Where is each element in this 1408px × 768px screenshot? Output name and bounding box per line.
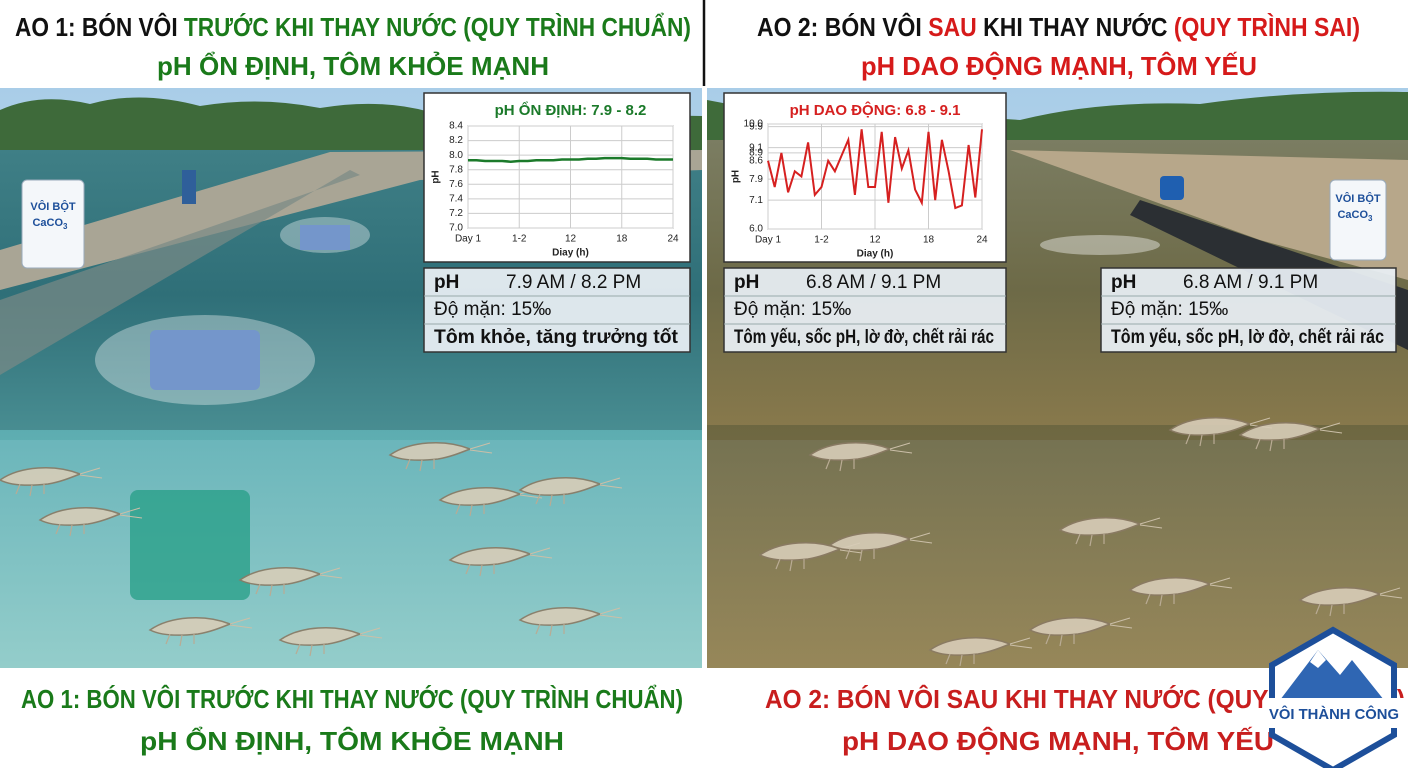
y-tick-label: 7.2	[449, 208, 463, 219]
header-left-line1: AO 1: BÓN VÔI TRƯỚC KHI THAY NƯỚC (QUY T…	[15, 12, 691, 42]
splash	[95, 315, 315, 405]
logo-banner	[1264, 698, 1404, 728]
header-right-line2: pH DAO ĐỘNG MẠNH, TÔM YẾU	[861, 51, 1257, 81]
bag	[21, 179, 85, 269]
y-axis-label: pH	[731, 170, 742, 183]
bag-subscript: 3	[1368, 214, 1373, 223]
info-box-bg	[423, 267, 691, 353]
x-tick-label: 1-2	[512, 234, 527, 245]
chart-frame	[723, 92, 1007, 263]
chart-title: pH DAO ĐỘNG: 6.8 - 9.1	[790, 101, 961, 119]
ph-value: 7.9 AM / 8.2 PM	[506, 272, 641, 293]
header-text: TRƯỚC KHI THAY NƯỚC (QUY TRÌNH CHUẨN)	[184, 12, 691, 42]
y-tick-label: 7.1	[749, 195, 763, 206]
ph-value: 6.8 AM / 9.1 PM	[806, 272, 941, 293]
info-box-bg	[723, 267, 1007, 353]
logo-text: VÔI THÀNH CÔNG	[1269, 705, 1399, 723]
y-tick-label: 7.6	[449, 179, 463, 190]
header-left-line2: pH ỔN ĐỊNH, TÔM KHỎE MẠNH	[157, 50, 549, 81]
x-tick-label: 18	[923, 235, 935, 246]
bag	[1329, 179, 1387, 261]
y-tick-label: 7.0	[449, 223, 463, 234]
bag-subscript: 3	[63, 222, 68, 231]
bag-left: VÔI BỘT CaCO3	[21, 179, 85, 269]
salinity: Độ mặn: 15‰	[1111, 299, 1228, 320]
y-tick-label: 10.0	[744, 119, 764, 130]
header-right-line1: AO 2: BÓN VÔI SAU KHI THAY NƯỚC (QUY TRÌ…	[757, 12, 1360, 42]
status: Tôm khỏe, tăng trưởng tốt	[434, 327, 679, 348]
y-tick-label: 8.6	[749, 155, 763, 166]
y-tick-label: 7.9	[749, 174, 763, 185]
chart-title: pH ỔN ĐỊNH: 7.9 - 8.2	[495, 101, 647, 119]
bag-formula: CaCO3	[32, 217, 68, 231]
logo-mountain	[1280, 650, 1388, 705]
chart: pH ỔN ĐỊNH: 7.9 - 8.2 7.0 7.2 7.4 7.6 7.8 8.0 8…	[423, 92, 691, 263]
aerator	[300, 225, 350, 250]
x-tick-label: Day 1	[455, 234, 482, 245]
y-tick-label: 6.0	[749, 224, 763, 235]
ph-label: pH	[434, 272, 459, 293]
x-tick-label: 18	[616, 234, 628, 245]
x-tick-label: 12	[565, 234, 577, 245]
status: Tôm yếu, sốc pH, lờ đờ, chết rải rác	[1111, 327, 1384, 348]
x-tick-label: 1-2	[814, 235, 829, 246]
y-tick-label: 8.4	[449, 121, 463, 132]
barrel	[1160, 176, 1184, 200]
y-tick-label: 9.1	[749, 142, 763, 153]
footer-right-line2: pH DAO ĐỘNG MẠNH, TÔM YẾU	[842, 726, 1274, 756]
salinity: Độ mặn: 15‰	[434, 299, 551, 320]
bag-formula-text: CaCO	[1337, 209, 1368, 221]
x-tick-label: 24	[976, 235, 988, 246]
chart: pH DAO ĐỘNG: 6.8 - 9.1 10.0 9.1 9.9 8.98.6 7.…	[723, 92, 1007, 263]
bag-label: VÔI BỘT	[30, 200, 76, 213]
x-axis-label: Diay (h)	[857, 249, 894, 260]
splash	[280, 217, 370, 253]
y-tick-label: 9.9	[749, 121, 763, 132]
x-tick-label: 12	[869, 235, 881, 246]
info-box: pH 6.8 AM / 9.1 PM Độ mặn: 15‰ Tôm yếu, sốc…	[723, 267, 1007, 353]
info-box: pH 6.8 AM / 9.1 PM Độ mặn: 15‰ Tôm yếu, sốc…	[1100, 267, 1397, 353]
worker	[182, 170, 196, 204]
y-tick-label: 8.2	[449, 135, 463, 146]
bag-label: VÔI BỘT	[1335, 192, 1381, 205]
bag-formula-text: CaCO	[32, 217, 63, 229]
y-tick-label: 7.4	[449, 193, 463, 204]
footer-bg	[0, 668, 1408, 768]
data-line	[468, 156, 673, 163]
bag-formula: CaCO3	[1337, 209, 1373, 223]
header-text: AO 1: BÓN VÔI	[15, 12, 184, 42]
y-tick-label: 8.9	[749, 148, 763, 159]
y-axis-label: pH	[431, 170, 442, 183]
info-box: pH 7.9 AM / 8.2 PM Độ mặn: 15‰ Tôm khỏe, tă…	[423, 267, 691, 353]
header-text: KHI THAY NƯỚC	[977, 12, 1174, 42]
logo: VÔI THÀNH CÔNG	[1264, 626, 1404, 768]
ph-value: 6.8 AM / 9.1 PM	[1183, 272, 1318, 293]
underwater-aerator	[130, 490, 250, 600]
ph-label: pH	[1111, 272, 1136, 293]
aerator	[150, 330, 260, 390]
x-axis-label: Diay (h)	[552, 248, 589, 259]
header-text: AO 2: BÓN VÔI	[757, 12, 928, 42]
header-text: SAU	[928, 12, 977, 42]
data-line	[767, 129, 983, 210]
status: Tôm yếu, sốc pH, lờ đờ, chết rải rác	[734, 327, 994, 348]
x-tick-label: Day 1	[755, 235, 782, 246]
header-text: (QUY TRÌNH SAI)	[1174, 12, 1360, 42]
underwater	[0, 430, 702, 668]
y-tick-label: 7.8	[449, 164, 463, 175]
x-tick-label: 24	[667, 234, 679, 245]
info-box-bg	[1100, 267, 1397, 353]
salinity: Độ mặn: 15‰	[734, 299, 851, 320]
bag-right: VÔI BỘT CaCO3	[1329, 179, 1387, 261]
ph-label: pH	[734, 272, 759, 293]
logo-snow	[1310, 650, 1326, 668]
y-tick-label: 8.0	[449, 150, 463, 161]
splash	[1040, 235, 1160, 255]
footer-left-line1: AO 1: BÓN VÔI TRƯỚC KHI THAY NƯỚC (QUY T…	[21, 684, 683, 714]
embankment	[1010, 150, 1408, 280]
footer-left-line2: pH ỔN ĐỊNH, TÔM KHỎE MẠNH	[140, 725, 564, 756]
